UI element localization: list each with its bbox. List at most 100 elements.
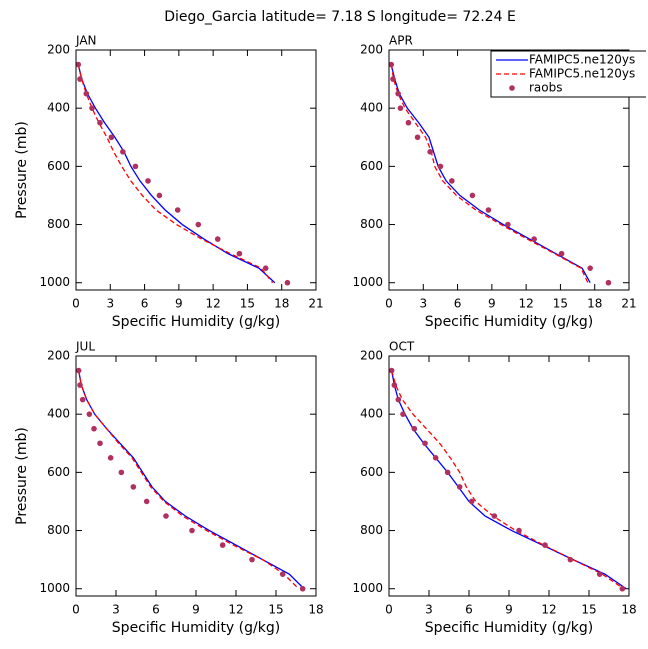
raob-point	[284, 279, 291, 286]
raob-point	[195, 221, 202, 228]
panel-title: JAN	[75, 34, 97, 48]
y-tick-label: 600	[360, 159, 383, 173]
raob-point	[174, 207, 181, 213]
raob-point	[468, 498, 475, 505]
raob-point	[249, 556, 255, 563]
raob-point	[469, 192, 476, 199]
y-tick-label: 800	[47, 523, 70, 537]
raob-point	[422, 440, 428, 447]
x-tick-label: 18	[274, 297, 289, 311]
raob-point	[388, 61, 395, 68]
x-axis-label: Specific Humidity (g/kg)	[425, 314, 593, 330]
raob-point	[214, 236, 221, 242]
y-tick-label: 600	[360, 465, 383, 479]
x-tick-label: 0	[385, 603, 393, 617]
raob-point	[219, 542, 226, 548]
x-tick-label: 6	[141, 297, 149, 311]
x-tick-label: 6	[152, 603, 160, 617]
raob-point	[395, 396, 402, 403]
panel-title: JUL	[75, 340, 95, 354]
raob-point	[79, 396, 86, 403]
y-tick-label: 800	[360, 523, 383, 537]
x-tick-label: 15	[581, 603, 596, 617]
y-tick-label: 1000	[352, 581, 383, 595]
legend-label: FAMIPC5.ne120ys	[529, 67, 635, 81]
raob-point	[411, 425, 418, 432]
x-tick-label: 3	[106, 297, 114, 311]
x-tick-label: 21	[308, 297, 323, 311]
x-tick-label: 21	[621, 297, 636, 311]
y-tick-label: 400	[360, 101, 383, 115]
raob-point	[505, 221, 511, 228]
x-tick-label: 12	[541, 603, 556, 617]
raob-point	[83, 90, 90, 97]
model-line	[391, 370, 627, 590]
raob-point	[531, 236, 537, 242]
x-tick-label: 15	[240, 297, 255, 311]
x-tick-label: 3	[425, 603, 433, 617]
legend-marker	[509, 85, 515, 91]
x-tick-label: 6	[465, 603, 473, 617]
y-tick-label: 1000	[39, 581, 70, 595]
raob-point	[444, 469, 451, 476]
x-tick-label: 0	[72, 297, 80, 311]
legend-label: FAMIPC5.ne120ys	[529, 53, 635, 67]
x-tick-label: 6	[454, 297, 462, 311]
panel-title: OCT	[389, 340, 415, 354]
x-tick-label: 0	[72, 603, 80, 617]
y-tick-label: 400	[360, 407, 383, 421]
raob-point	[567, 556, 574, 563]
x-tick-label: 15	[268, 603, 283, 617]
x-tick-label: 0	[385, 297, 393, 311]
raob-point	[449, 178, 455, 184]
y-tick-label: 200	[47, 43, 70, 57]
raob-point	[107, 455, 114, 461]
model-line	[78, 370, 300, 590]
y-axis-label: Pressure (mb)	[14, 121, 30, 219]
raob-point	[405, 119, 412, 126]
x-axis-label: Specific Humidity (g/kg)	[112, 620, 280, 636]
raob-point	[390, 76, 396, 82]
x-tick-label: 12	[206, 297, 221, 311]
y-tick-label: 1000	[39, 275, 70, 289]
raob-point	[97, 440, 103, 447]
x-tick-label: 18	[308, 603, 323, 617]
raob-point	[558, 250, 565, 257]
raob-point	[262, 265, 269, 271]
plot-frame	[75, 355, 317, 597]
x-tick-label: 9	[175, 297, 183, 311]
x-axis-label: Specific Humidity (g/kg)	[425, 620, 593, 636]
raob-point	[97, 119, 103, 126]
y-tick-label: 400	[47, 101, 70, 115]
x-tick-label: 9	[192, 603, 200, 617]
raob-point	[491, 513, 498, 519]
raob-point	[391, 382, 398, 388]
plot-frame	[388, 355, 630, 597]
raob-point	[236, 250, 243, 257]
x-tick-label: 9	[488, 297, 496, 311]
y-tick-label: 800	[47, 217, 70, 231]
raob-point	[108, 134, 115, 141]
x-axis-label: Specific Humidity (g/kg)	[112, 314, 280, 330]
raob-point	[485, 207, 492, 213]
model-line	[77, 64, 274, 284]
y-tick-label: 200	[360, 349, 383, 363]
model-line	[77, 64, 276, 284]
raob-point	[279, 571, 286, 577]
raob-point	[77, 382, 83, 388]
raob-point	[132, 163, 139, 170]
raob-point	[542, 542, 548, 548]
raob-point	[156, 192, 163, 199]
raob-point	[143, 498, 150, 505]
y-tick-label: 400	[47, 407, 70, 421]
y-tick-label: 600	[47, 159, 70, 173]
plot-frame	[75, 49, 317, 291]
raob-point	[400, 411, 406, 417]
raob-point	[75, 61, 82, 68]
x-tick-label: 12	[228, 603, 243, 617]
raob-point	[163, 513, 169, 519]
raob-point	[189, 527, 195, 534]
y-tick-label: 600	[47, 465, 70, 479]
